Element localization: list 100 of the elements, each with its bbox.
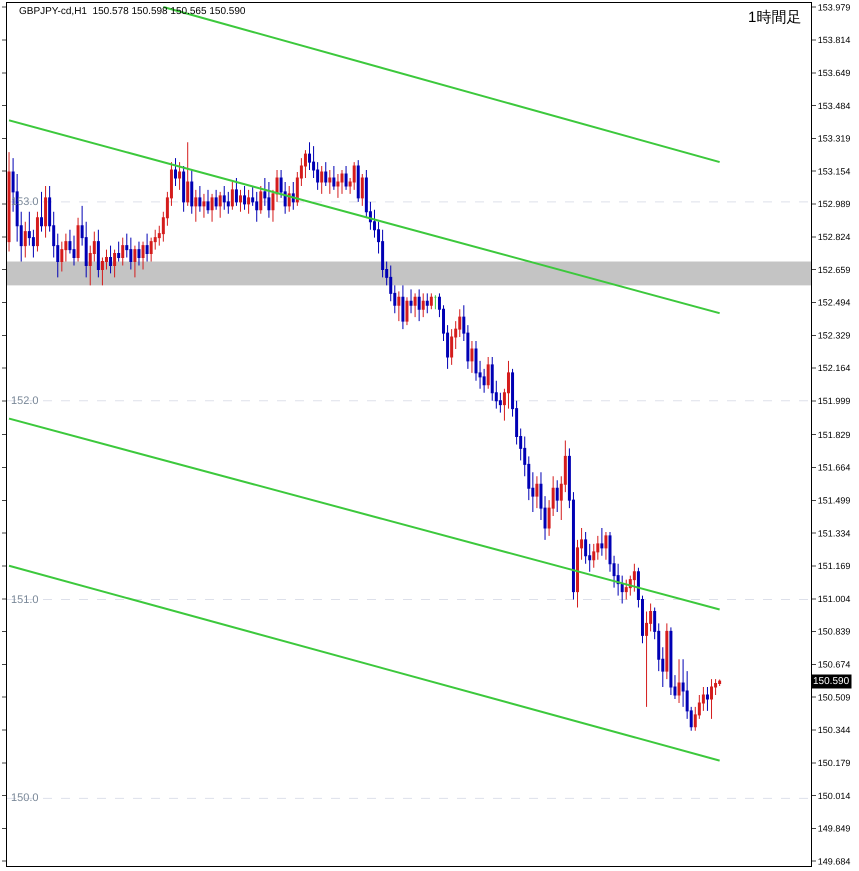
candlestick (113, 249, 116, 278)
candlestick (230, 181, 234, 210)
candlestick (344, 166, 348, 190)
y-tick-label: 150.014 (818, 790, 850, 801)
y-tick-label: 149.684 (818, 856, 850, 866)
candlestick (109, 245, 112, 274)
candlestick (401, 284, 404, 330)
candlestick (255, 191, 258, 222)
y-tick-label: 153.814 (818, 35, 850, 46)
candlestick (194, 189, 198, 222)
candlestick (678, 658, 681, 704)
y-tick-label: 150.839 (818, 626, 850, 637)
candlestick (535, 476, 538, 509)
y-tick-label: 153.979 (818, 2, 850, 12)
candlestick (340, 170, 344, 194)
candlestick (332, 166, 336, 190)
candlestick (129, 237, 132, 270)
candlestick (486, 356, 490, 390)
ref-line-label: 150.0 (11, 792, 39, 804)
y-tick-label: 151.334 (818, 528, 850, 538)
y-tick-label: 150.344 (818, 725, 850, 736)
ref-line-label: 152.0 (11, 395, 39, 407)
candlestick (8, 152, 11, 252)
candlestick (426, 292, 429, 314)
y-tick-label: 151.829 (818, 430, 850, 440)
candlestick (410, 288, 413, 314)
candlestick (210, 193, 214, 222)
candlestick (320, 166, 324, 194)
candlestick (430, 292, 433, 310)
candlestick (178, 162, 182, 190)
candlestick (186, 142, 190, 206)
candlestick (137, 241, 140, 266)
y-tick-label: 150.179 (818, 758, 850, 768)
candlestick (397, 290, 400, 322)
y-tick-label: 152.494 (818, 298, 850, 308)
candlestick (710, 678, 714, 720)
candlestick (328, 170, 332, 194)
candlestick (222, 185, 226, 210)
candlestick (24, 221, 27, 258)
candlestick (624, 579, 628, 600)
candlestick (174, 158, 178, 186)
y-tick-label: 152.989 (818, 199, 850, 210)
candlestick (133, 245, 136, 278)
candlestick (96, 229, 100, 278)
annotation: 150.590 (813, 676, 850, 687)
candlestick (36, 211, 39, 252)
y-tick-label: 152.164 (818, 363, 850, 374)
candlestick (360, 174, 364, 206)
candlestick (182, 166, 186, 212)
y-tick-label: 153.649 (818, 68, 850, 78)
candlestick (632, 563, 636, 592)
candlestick (470, 340, 474, 374)
candlestick (243, 185, 246, 210)
candlestick (422, 292, 425, 318)
candlestick (267, 181, 270, 218)
y-tick-label: 149.849 (818, 824, 850, 834)
candlestick (198, 185, 202, 212)
candlestick (259, 185, 262, 214)
candlestick (142, 241, 145, 270)
candlestick (117, 241, 120, 262)
y-tick-label: 152.659 (818, 264, 850, 275)
candlestick (405, 296, 408, 326)
y-tick-label: 151.999 (818, 396, 850, 406)
candlestick (620, 575, 624, 604)
candlestick (556, 480, 559, 513)
candlestick (414, 292, 417, 318)
candlestick (214, 189, 218, 210)
candlestick (665, 622, 668, 680)
candlestick (40, 191, 44, 232)
candlestick (604, 531, 608, 560)
candlestick (706, 686, 709, 712)
candlestick (206, 189, 210, 214)
y-tick-label: 153.484 (818, 100, 850, 111)
candlestick (434, 294, 437, 310)
y-tick-label: 151.004 (818, 594, 850, 604)
candlestick (76, 217, 80, 262)
y-tick-label: 152.824 (818, 232, 850, 242)
candlestick (234, 177, 238, 206)
candlestick (121, 237, 124, 266)
candlestick (324, 162, 328, 186)
chart-subtitle: 1時間足 (748, 9, 802, 26)
candlestick (418, 288, 421, 322)
y-tick-label: 152.329 (818, 330, 850, 340)
ref-line-label: 151.0 (11, 594, 39, 606)
candlestick (238, 189, 242, 212)
y-tick-label: 151.499 (818, 495, 850, 506)
candlestick (190, 170, 194, 214)
y-tick-label: 151.664 (818, 462, 850, 473)
candlestick (44, 185, 48, 238)
candlestick (202, 193, 206, 218)
candlestick (600, 527, 604, 556)
candlestick (146, 233, 149, 262)
candlestick (669, 626, 672, 696)
y-tick-label: 150.509 (818, 692, 850, 702)
candlestick (247, 189, 250, 214)
candlestick (352, 162, 356, 190)
candlestick (336, 174, 340, 198)
candlestick (218, 191, 222, 218)
y-tick-label: 153.154 (818, 166, 850, 176)
y-tick-label: 150.674 (818, 660, 850, 670)
